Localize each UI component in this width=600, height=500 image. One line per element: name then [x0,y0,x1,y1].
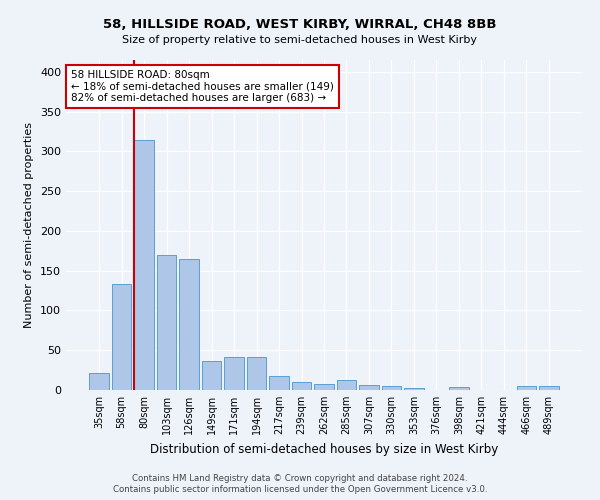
Bar [449,387,469,390]
Bar [112,284,131,390]
Bar [247,356,266,390]
Bar [292,382,311,390]
Bar [224,356,244,390]
Text: 58 HILLSIDE ROAD: 80sqm
← 18% of semi-detached houses are smaller (149)
82% of s: 58 HILLSIDE ROAD: 80sqm ← 18% of semi-de… [71,70,334,103]
Bar [179,259,199,390]
Bar [269,376,289,390]
Bar [314,384,334,390]
Bar [337,380,356,390]
Bar [404,388,424,390]
Bar [157,255,176,390]
Text: Size of property relative to semi-detached houses in West Kirby: Size of property relative to semi-detach… [122,35,478,45]
Y-axis label: Number of semi-detached properties: Number of semi-detached properties [25,122,34,328]
Bar [539,386,559,390]
Bar [382,386,401,390]
Bar [359,385,379,390]
Text: Contains HM Land Registry data © Crown copyright and database right 2024.
Contai: Contains HM Land Registry data © Crown c… [113,474,487,494]
Bar [134,140,154,390]
X-axis label: Distribution of semi-detached houses by size in West Kirby: Distribution of semi-detached houses by … [150,442,498,456]
Bar [89,372,109,390]
Text: 58, HILLSIDE ROAD, WEST KIRBY, WIRRAL, CH48 8BB: 58, HILLSIDE ROAD, WEST KIRBY, WIRRAL, C… [103,18,497,30]
Bar [202,360,221,390]
Bar [517,386,536,390]
